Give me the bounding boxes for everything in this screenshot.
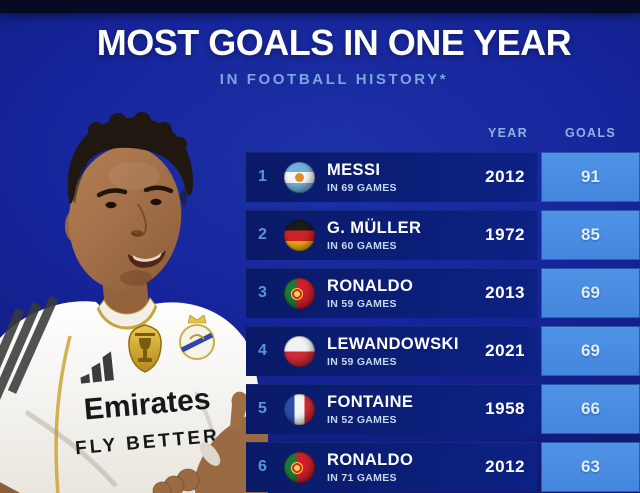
champion-badge-icon [128,324,162,373]
argentina-flag-icon [284,161,315,193]
goals-value: 63 [541,442,640,492]
header: MOST GOALS IN ONE YEAR IN FOOTBALL HISTO… [14,22,640,88]
rank: 5 [258,400,267,417]
table-row-3: 3 RONALDO IN 59 GAMES 2013 69 [246,268,640,318]
table-row-1: 1 MESSI IN 69 GAMES 2012 91 [246,152,640,202]
player-name: RONALDO [327,276,414,295]
player-games: IN 69 GAMES [327,181,397,194]
germany-flag-icon [284,219,315,251]
player-name: RONALDO [327,450,414,469]
table-row-4: 4 LEWANDOWSKI IN 59 GAMES 2021 69 [246,326,640,376]
player-name: MESSI [327,160,381,179]
table-rows: 1 MESSI IN 69 GAMES 2012 91 2 G. MÜLLER [246,152,640,492]
top-dark-strip [0,0,640,13]
column-header-goals: GOALS [565,126,616,140]
player-name: LEWANDOWSKI [327,334,459,353]
year-value: 1972 [485,225,525,244]
year-value: 2021 [485,341,525,360]
goals-value: 85 [541,210,640,260]
year-value: 2013 [485,283,525,302]
table-row-6: 6 RONALDO IN 71 GAMES 2012 63 [246,442,640,492]
real-madrid-crest-icon [179,314,215,360]
portugal-flag-icon [284,277,315,309]
page-title: MOST GOALS IN ONE YEAR [96,22,572,63]
year-value: 2012 [485,167,525,186]
page-subtitle: IN FOOTBALL HISTORY* [219,71,449,88]
goals-value: 91 [541,152,640,202]
player-photo: Emirates FLY BETTER [0,112,268,493]
player-games: IN 60 GAMES [327,239,397,252]
table-header: YEAR GOALS [246,126,640,144]
france-flag-icon [284,393,315,425]
goals-value: 66 [541,384,640,434]
gold-piping [54,335,72,493]
player-name: FONTAINE [327,392,414,411]
player-games: IN 52 GAMES [327,413,397,426]
poland-flag-icon [284,335,315,367]
player-games: IN 59 GAMES [327,297,397,310]
rank: 4 [258,342,267,359]
table-row-5: 5 FONTAINE IN 52 GAMES 1958 66 [246,384,640,434]
year-value: 2012 [485,457,525,476]
year-value: 1958 [485,399,525,418]
rank: 1 [258,168,267,185]
player-head [65,112,194,290]
goals-value: 69 [541,326,640,376]
player-games: IN 59 GAMES [327,355,397,368]
rank: 3 [258,284,267,301]
rank: 6 [258,458,267,475]
portugal-flag-icon [284,451,315,483]
ranking-table: YEAR GOALS 1 MESSI IN 69 GAMES 2012 91 [246,126,640,493]
player-name: G. MÜLLER [327,218,422,237]
adidas-logo-icon [80,351,114,384]
table-row-2: 2 G. MÜLLER IN 60 GAMES 1972 85 [246,210,640,260]
goals-value: 69 [541,268,640,318]
player-hair [67,112,194,208]
column-header-year: YEAR [488,126,528,140]
player-games: IN 71 GAMES [327,471,397,484]
rank: 2 [258,226,267,243]
adidas-sleeve-stripes-icon [0,296,59,400]
